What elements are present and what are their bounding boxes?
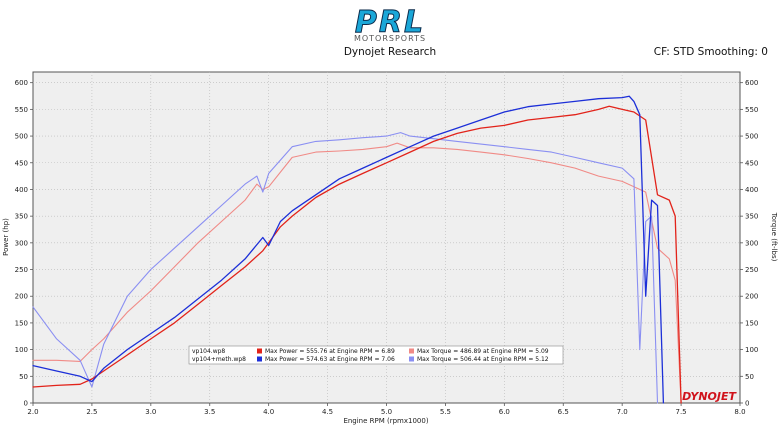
y-tick-label: 300 bbox=[15, 239, 28, 247]
x-tick-label: 7.5 bbox=[676, 408, 687, 416]
x-tick-label: 3.0 bbox=[145, 408, 156, 416]
y2-tick-label: 450 bbox=[745, 159, 758, 167]
y-tick-label: 350 bbox=[15, 213, 28, 221]
y-tick-label: 150 bbox=[15, 319, 28, 327]
y2-tick-label: 100 bbox=[745, 346, 758, 354]
x-tick-label: 3.5 bbox=[204, 408, 215, 416]
legend-power-1: Max Power = 555.76 at Engine RPM = 6.89 bbox=[265, 348, 395, 355]
y2-tick-label: 250 bbox=[745, 266, 758, 274]
x-tick-label: 6.0 bbox=[499, 408, 510, 416]
legend-file-2: vp104+meth.wp8 bbox=[192, 356, 246, 363]
chart-header-title: Dynojet Research bbox=[344, 46, 436, 58]
y-tick-label: 200 bbox=[15, 293, 28, 301]
series-line-run1-power bbox=[32, 105, 682, 404]
x-tick-label: 2.0 bbox=[27, 408, 38, 416]
y2-tick-label: 500 bbox=[745, 133, 758, 141]
legend-torque-2: Max Torque = 506.44 at Engine RPM = 5.12 bbox=[417, 356, 549, 363]
y-tick-label: 500 bbox=[15, 133, 28, 141]
y2-tick-label: 50 bbox=[745, 373, 754, 381]
series-line-run1-torque bbox=[32, 142, 682, 404]
y-tick-label: 550 bbox=[15, 106, 28, 114]
y2-axis-label: Torque (ft-lbs) bbox=[770, 212, 778, 262]
x-tick-label: 4.5 bbox=[322, 408, 333, 416]
x-ticks: 2.0 2.5 3.0 3.5 4.0 4.5 5.0 5.5 6.0 6.5 7.0 7.5 8.0 bbox=[27, 403, 746, 416]
x-tick-label: 5.5 bbox=[440, 408, 451, 416]
y-tick-label: 100 bbox=[15, 346, 28, 354]
legend-swatch-run1-power bbox=[257, 348, 262, 354]
grid bbox=[33, 72, 740, 403]
legend-file-1: vp104.wp8 bbox=[192, 348, 225, 355]
series bbox=[32, 95, 682, 404]
x-tick-label: 5.0 bbox=[381, 408, 392, 416]
x-tick-label: 7.0 bbox=[617, 408, 628, 416]
prl-logo: PRL MOTORSPORTS bbox=[354, 5, 426, 44]
x-tick-label: 4.0 bbox=[263, 408, 274, 416]
y2-tick-label: 550 bbox=[745, 106, 758, 114]
legend-swatch-run2-torque bbox=[409, 356, 414, 362]
y-axis-label: Power (hp) bbox=[2, 218, 10, 256]
y2-tick-label: 400 bbox=[745, 186, 758, 194]
x-tick-label: 8.0 bbox=[734, 408, 745, 416]
series-line-run2-torque bbox=[32, 132, 659, 404]
y-tick-label: 0 bbox=[24, 400, 28, 408]
logo-wordmark: PRL bbox=[355, 5, 425, 40]
legend-torque-1: Max Torque = 486.89 at Engine RPM = 5.09 bbox=[417, 348, 549, 355]
y2-tick-label: 300 bbox=[745, 239, 758, 247]
legend-box bbox=[188, 345, 564, 365]
y2-tick-label: 0 bbox=[745, 400, 749, 408]
legend-swatch-run2-power bbox=[257, 356, 262, 362]
series-line-run2-power bbox=[32, 95, 665, 404]
x-tick-label: 6.5 bbox=[558, 408, 569, 416]
logo-subtext: MOTORSPORTS bbox=[354, 34, 426, 43]
y2-tick-label: 150 bbox=[745, 319, 758, 327]
y-tick-label: 450 bbox=[15, 159, 28, 167]
y2-tick-label: 200 bbox=[745, 293, 758, 301]
x-tick-label: 2.5 bbox=[86, 408, 97, 416]
y-tick-label: 400 bbox=[15, 186, 28, 194]
legend-power-2: Max Power = 574.63 at Engine RPM = 7.06 bbox=[265, 356, 395, 363]
y-tick-label: 50 bbox=[19, 373, 28, 381]
legend-swatch-run1-torque bbox=[409, 348, 414, 354]
y-tick-label: 250 bbox=[15, 266, 28, 274]
dynojet-brand-mark: DYNOJET bbox=[682, 390, 737, 403]
y2-tick-label: 350 bbox=[745, 213, 758, 221]
x-axis-label: Engine RPM (rpmx1000) bbox=[343, 417, 428, 425]
y-tick-label: 600 bbox=[15, 79, 28, 87]
y2-tick-label: 600 bbox=[745, 79, 758, 87]
chart-header-settings: CF: STD Smoothing: 0 bbox=[654, 46, 768, 58]
legend: vp104.wp8 Max Power = 555.76 at Engine R… bbox=[188, 345, 564, 365]
y-ticks: 0 0 50 50 100 100 150 150 200 200 250 250 300 300 350 3… bbox=[15, 79, 759, 407]
